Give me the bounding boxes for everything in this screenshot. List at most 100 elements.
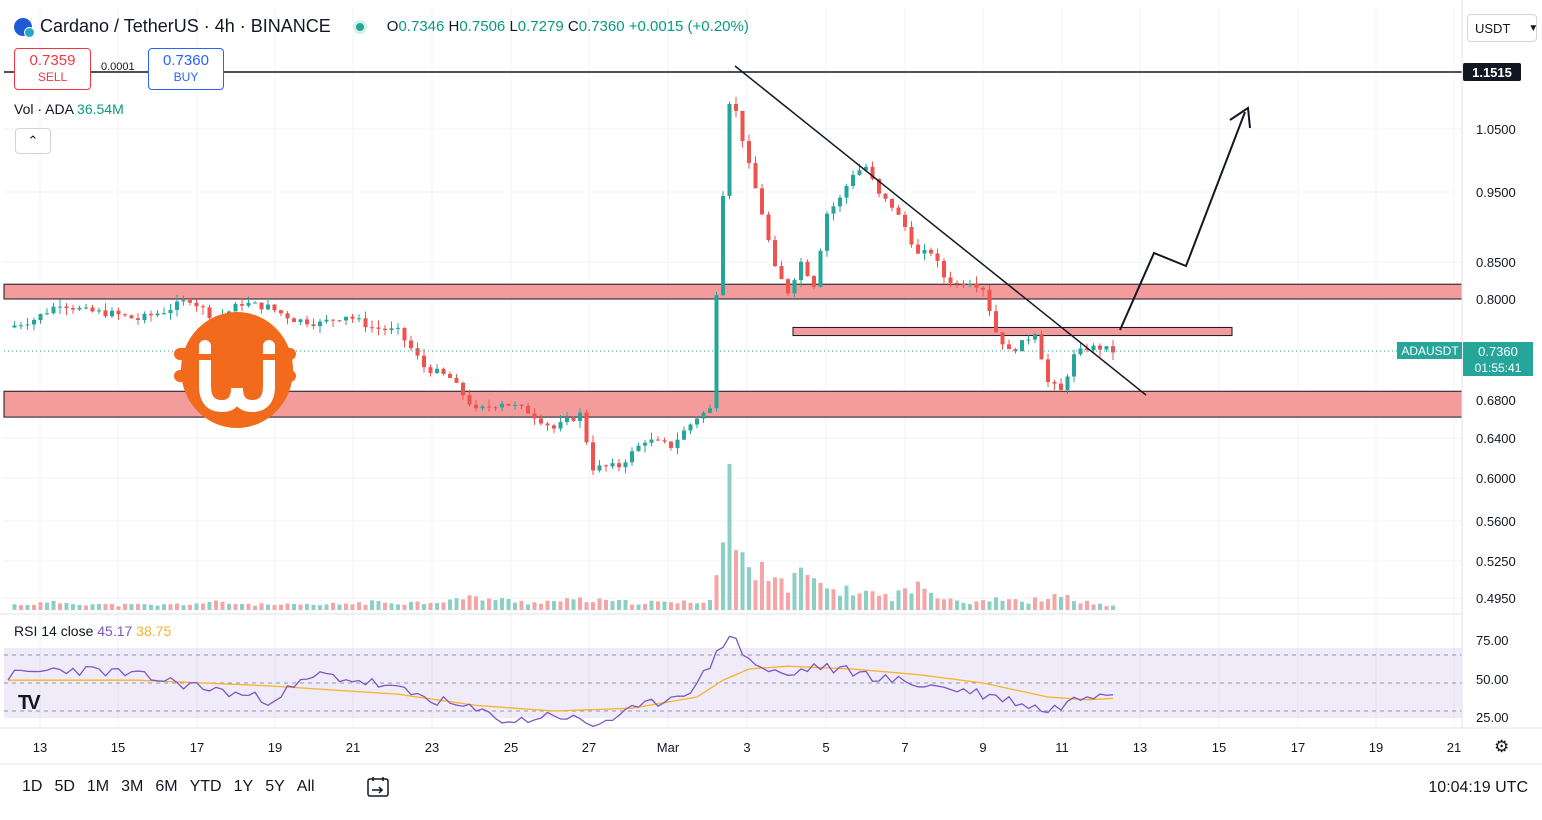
volume-bar — [71, 604, 75, 610]
candle-body — [539, 418, 543, 424]
candle-body — [175, 301, 179, 310]
open-value: 0.7346 — [398, 18, 445, 35]
buy-button[interactable]: 0.7360 BUY — [148, 48, 224, 90]
volume-bar — [753, 580, 758, 610]
volume-bar — [32, 604, 36, 610]
tradingview-logo[interactable]: TV — [18, 692, 40, 714]
rsi-legend[interactable]: RSI 14 close 45.17 38.75 — [14, 623, 171, 639]
candle-body — [32, 319, 36, 325]
candle-body — [1059, 383, 1063, 391]
volume-bar — [168, 604, 173, 610]
candle-body — [454, 377, 459, 383]
range-1y[interactable]: 1Y — [233, 778, 254, 795]
resistance-label-bg — [1463, 63, 1521, 81]
rsi-label: RSI 14 close — [14, 623, 94, 639]
candle-body — [136, 318, 140, 320]
candle-body — [363, 318, 368, 328]
volume-bar — [513, 602, 517, 610]
volume-bar — [84, 605, 88, 610]
volume-bar — [1026, 603, 1031, 610]
candle-body — [324, 319, 329, 322]
volume-bar — [474, 596, 478, 610]
volume-bar — [994, 597, 998, 610]
go-to-date-icon[interactable] — [366, 775, 390, 799]
volume-bar — [948, 598, 953, 610]
candle-body — [116, 310, 121, 315]
time-tick-label: 7 — [901, 740, 908, 755]
spread-value: 0.0001 — [101, 61, 135, 73]
volume-bar — [402, 604, 407, 610]
settings-gear-icon[interactable]: ⚙ — [1494, 737, 1510, 756]
volume-bar — [266, 604, 270, 610]
volume-bar — [916, 581, 920, 610]
currency-select[interactable]: USDT ▼ — [1467, 14, 1538, 42]
candle-body — [149, 313, 153, 316]
volume-bar — [1111, 605, 1115, 610]
candle-body — [38, 314, 43, 320]
volume-bar — [188, 604, 192, 610]
drawings[interactable] — [4, 65, 1462, 396]
volume-bar — [376, 600, 381, 610]
candle-body — [760, 188, 764, 215]
range-3m[interactable]: 3M — [121, 778, 144, 795]
candle-body — [994, 311, 998, 333]
range-5y[interactable]: 5Y — [265, 778, 285, 795]
candle-body — [448, 373, 452, 378]
volume-bar — [389, 603, 394, 610]
volume-bar — [51, 600, 56, 610]
volume-bar — [526, 604, 530, 610]
volume-bar — [1007, 599, 1011, 610]
volume-bar — [194, 603, 199, 610]
volume-bar — [110, 603, 114, 610]
rsi-line — [7, 635, 1114, 727]
time-tick-label: 17 — [1291, 740, 1305, 755]
volume-bar — [812, 578, 816, 610]
time-tick-label: 13 — [1133, 740, 1147, 755]
buy-label: BUY — [173, 70, 199, 84]
volume-bar — [890, 601, 894, 610]
candle-body — [552, 425, 556, 429]
volume-bar — [1078, 603, 1083, 610]
candle-body — [929, 249, 933, 254]
range-5d[interactable]: 5D — [54, 778, 75, 795]
volume-bar — [409, 601, 413, 610]
candle-body — [734, 103, 738, 111]
sell-button[interactable]: 0.7359 SELL — [14, 48, 91, 90]
volume-bar — [987, 601, 992, 610]
range-6m[interactable]: 6M — [155, 778, 178, 795]
symbol-title[interactable]: Cardano / TetherUS · 4h · BINANCE — [40, 16, 331, 36]
volume-bar — [233, 604, 238, 610]
candle-body — [766, 214, 771, 241]
volume-bar — [825, 588, 829, 610]
volume-label: Vol · ADA — [14, 101, 74, 117]
volume-bar — [38, 602, 43, 610]
candle-body — [292, 318, 296, 323]
volume-bar — [415, 601, 420, 610]
volume-bar — [669, 602, 673, 610]
volume-bar — [77, 604, 82, 610]
time-tick-label: 15 — [1212, 740, 1226, 755]
range-1m[interactable]: 1M — [86, 778, 110, 795]
volume-legend[interactable]: Vol · ADA 36.54M — [14, 101, 124, 117]
candle-body — [155, 313, 160, 316]
collapse-legend-button[interactable]: ⌃ — [15, 128, 51, 154]
range-all[interactable]: All — [296, 778, 315, 795]
range-ytd[interactable]: YTD — [189, 778, 222, 795]
currency-value: USDT — [1475, 20, 1511, 36]
volume-bar — [675, 603, 680, 610]
candle-body — [77, 307, 82, 310]
volume-bar — [623, 599, 628, 610]
clock-readout[interactable]: 10:04:19 UTC — [1428, 779, 1528, 796]
candle-body — [513, 404, 517, 406]
range-1d[interactable]: 1D — [22, 778, 43, 795]
candle-body — [97, 310, 101, 312]
candle-body — [656, 439, 660, 441]
volume-bar — [870, 591, 875, 610]
symbol-header[interactable]: Cardano / TetherUS · 4h · BINANCE O0.734… — [14, 16, 749, 38]
time-tick-label: 11 — [1055, 740, 1069, 755]
volume-bar — [539, 603, 543, 610]
volume-bar — [64, 603, 69, 610]
ohlc-readout: O0.7346 H0.7506 L0.7279 C0.7360 +0.0015 … — [386, 18, 749, 35]
candle-body — [298, 319, 303, 323]
